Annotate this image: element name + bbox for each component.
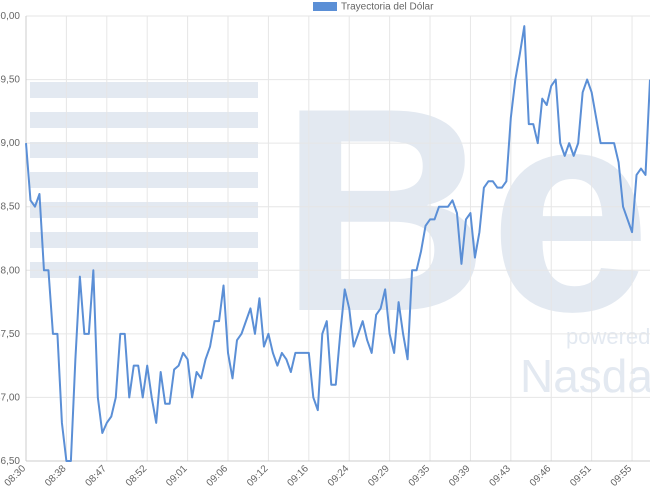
watermark-stripe (30, 202, 258, 218)
watermark-powered: powered (566, 324, 650, 349)
x-tick-label: 08:38 (43, 463, 69, 487)
x-tick-label: 09:12 (245, 463, 271, 487)
x-tick-label: 09:24 (326, 463, 352, 487)
x-tick-label: 09:43 (487, 463, 513, 487)
legend-swatch[interactable] (313, 2, 337, 11)
x-tick-label: 09:16 (285, 463, 311, 487)
watermark-stripe (30, 142, 258, 158)
y-tick-label: 788,00 (0, 265, 20, 276)
x-tick-label: 09:39 (447, 463, 473, 487)
x-tick-label: 09:51 (568, 463, 594, 487)
x-tick-label: 09:01 (164, 463, 190, 487)
y-tick-label: 789,50 (0, 75, 20, 86)
y-tick-label: 788,50 (0, 202, 20, 213)
x-tick-label: 09:29 (366, 463, 392, 487)
data-line (25, 25, 650, 462)
x-tick-label: 09:06 (205, 463, 231, 487)
watermark-stripe (30, 232, 258, 248)
y-tick-label: 790,00 (0, 11, 20, 22)
y-tick-label: 789,00 (0, 138, 20, 149)
y-tick-label: 787,50 (0, 329, 20, 340)
watermark-stripe (30, 172, 258, 188)
y-tick-label: 786,50 (0, 456, 20, 467)
watermark-stripe (30, 82, 258, 98)
x-tick-label: 08:47 (83, 463, 109, 487)
x-tick-label: 09:35 (407, 463, 433, 487)
y-tick-label: 787,00 (0, 392, 20, 403)
x-tick-label: 08:52 (124, 463, 150, 487)
x-tick-label: 09:55 (609, 463, 635, 487)
watermark-exchange: Nasda (520, 350, 650, 402)
x-tick-label: 09:46 (528, 463, 554, 487)
watermark-stripe (30, 112, 258, 128)
legend-label[interactable]: Trayectoria del Dólar (341, 2, 434, 13)
